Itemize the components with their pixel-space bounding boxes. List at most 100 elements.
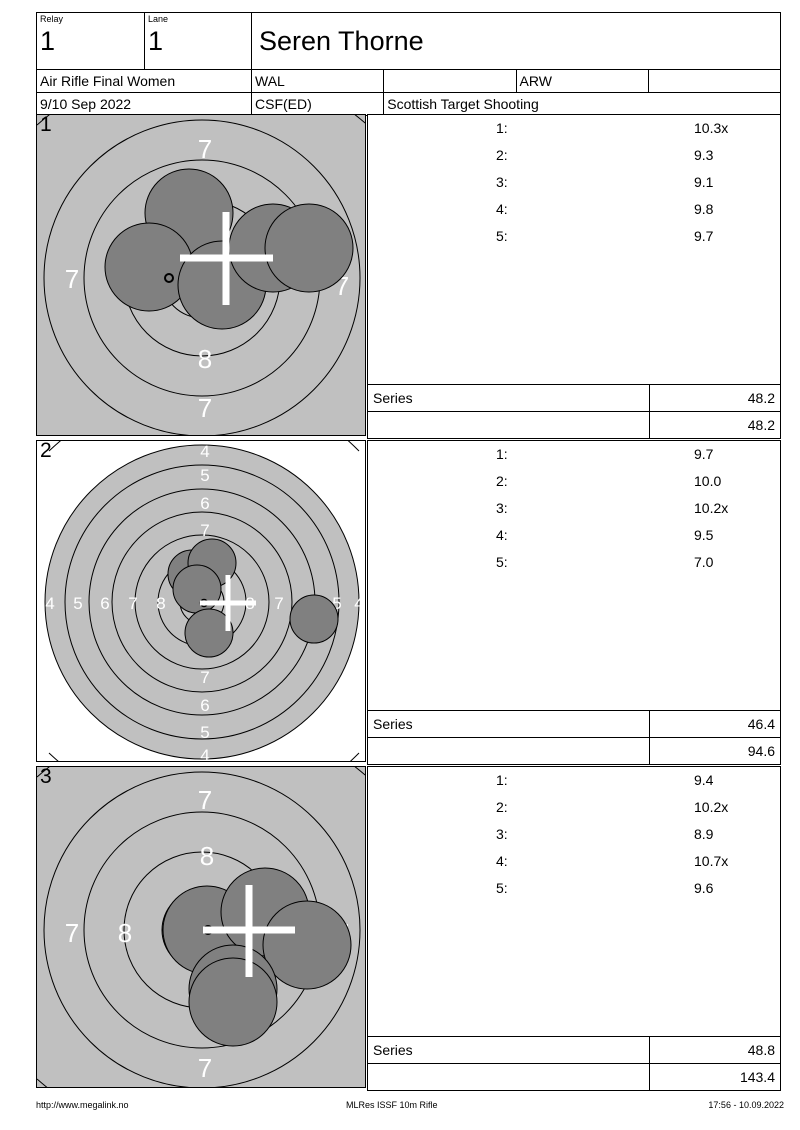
ring-label: 4 xyxy=(45,594,54,613)
footer-timestamp: 17:56 - 10.09.2022 xyxy=(708,1100,784,1110)
date-cell: 9/10 Sep 2022 xyxy=(36,92,252,116)
shot-list-2: 1: 9.7 2: 10.0 xyxy=(368,441,800,576)
target-index-1: 1 xyxy=(40,114,52,136)
target-pane-1[interactable]: 7 7 8 7 7 xyxy=(36,114,366,436)
ring-label: 6 xyxy=(200,494,209,513)
shot-row[interactable]: 5: 7.0 xyxy=(368,549,800,576)
ring-label: 7 xyxy=(198,1053,212,1083)
target-face-1: 7 7 8 7 7 xyxy=(37,115,365,435)
shot-value: 10.2x xyxy=(694,500,729,516)
ring-label: 8 xyxy=(200,841,214,871)
nation-cell: WAL xyxy=(250,69,385,93)
shot-number: 2: xyxy=(496,799,508,815)
shot-list-3: 1: 9.4 2: 10.2x xyxy=(368,767,800,902)
ring-label: 6 xyxy=(200,696,209,715)
shot-value: 10.0 xyxy=(694,473,722,489)
target-pane-2[interactable]: 4 5 6 7 7 6 5 4 4 5 6 7 8 8 7 5 4 xyxy=(36,440,366,762)
shot-number: 1: xyxy=(496,772,508,788)
shot-value: 7.0 xyxy=(694,554,714,570)
cumulative-total-value: 94.6 xyxy=(649,737,781,765)
target-index-2: 2 xyxy=(40,440,52,462)
group-center-crosshair xyxy=(203,885,295,977)
shot-number: 1: xyxy=(496,446,508,462)
ring-label: 4 xyxy=(200,746,209,762)
ring-label: 7 xyxy=(200,521,209,540)
series-label: Series xyxy=(367,710,650,738)
ring-label: 7 xyxy=(65,264,79,294)
shot-number: 3: xyxy=(496,826,508,842)
ring-label: 5 xyxy=(200,466,209,485)
shot-holes xyxy=(162,867,352,1047)
athlete-name-cell: Seren Thorne xyxy=(251,12,781,70)
footer-url[interactable]: http://www.megalink.no xyxy=(36,1100,129,1110)
series-totals-2: Series 46.4 94.6 xyxy=(367,710,781,765)
ring-label: 7 xyxy=(200,668,209,687)
relay-label: Relay xyxy=(40,14,64,24)
lane-label: Lane xyxy=(148,14,169,24)
cumulative-label xyxy=(367,737,650,765)
shot-value: 9.7 xyxy=(694,446,714,462)
shot-row[interactable]: 1: 9.4 xyxy=(368,767,800,794)
ring-label: 5 xyxy=(73,594,82,613)
ring-label: 8 xyxy=(198,344,212,374)
shot-value: 10.2x xyxy=(694,799,729,815)
ring-label: 7 xyxy=(128,594,137,613)
series-total-value: 48.2 xyxy=(649,384,781,412)
shot-row[interactable]: 5: 9.6 xyxy=(368,875,800,902)
shot-row[interactable]: 3: 10.2x xyxy=(368,495,800,522)
shot-row[interactable]: 1: 10.3x xyxy=(368,115,800,142)
shot-value: 9.5 xyxy=(694,527,714,543)
shot-value: 9.7 xyxy=(694,228,714,244)
organizer-cell: Scottish Target Shooting xyxy=(383,92,781,116)
shot-number: 4: xyxy=(496,853,508,869)
cumulative-total-row: 94.6 xyxy=(367,737,781,765)
shot-value: 10.7x xyxy=(694,853,729,869)
shot-number: 1: xyxy=(496,120,508,136)
shot-number: 5: xyxy=(496,554,508,570)
ring-label: 8 xyxy=(118,918,132,948)
shot-holes xyxy=(104,168,354,330)
shot-row[interactable]: 2: 10.2x xyxy=(368,794,800,821)
shot-number: 5: xyxy=(496,228,508,244)
lane-cell: Lane 1 xyxy=(144,12,252,70)
category-cell: ARW xyxy=(515,69,649,93)
shot-row[interactable]: 1: 9.7 xyxy=(368,441,800,468)
ring-label: 4 xyxy=(200,442,209,461)
series-label: Series xyxy=(367,384,650,412)
ring-label: 5 xyxy=(200,723,209,742)
shot-number: 2: xyxy=(496,147,508,163)
athlete-name: Seren Thorne xyxy=(259,26,424,56)
shot-row[interactable]: 4: 9.8 xyxy=(368,196,800,223)
shot-row[interactable]: 4: 10.7x xyxy=(368,848,800,875)
series-total-row: Series 46.4 xyxy=(367,710,781,738)
shot-number: 5: xyxy=(496,880,508,896)
series-total-row: Series 48.8 xyxy=(367,1036,781,1064)
shot-row[interactable]: 2: 9.3 xyxy=(368,142,800,169)
shot-value: 9.8 xyxy=(694,201,714,217)
shot-value: 9.6 xyxy=(694,880,714,896)
ring-label: 7 xyxy=(274,594,283,613)
footer-software: MLRes ISSF 10m Rifle xyxy=(346,1100,438,1110)
shot-list-pane-2: 1: 9.7 2: 10.0 xyxy=(367,440,781,762)
blank-cell-b xyxy=(647,69,782,93)
series-total-value: 48.8 xyxy=(649,1036,781,1064)
shot-row[interactable]: 2: 10.0 xyxy=(368,468,800,495)
group-center-crosshair xyxy=(180,212,273,305)
event-cell: Air Rifle Final Women xyxy=(36,69,252,93)
series-totals-1: Series 48.2 48.2 xyxy=(367,384,781,439)
relay-value: 1 xyxy=(40,26,56,56)
series-totals-3: Series 48.8 143.4 xyxy=(367,1036,781,1091)
shot-number: 3: xyxy=(496,174,508,190)
target-pane-3[interactable]: 7 8 7 8 7 7 xyxy=(36,766,366,1088)
cumulative-label xyxy=(367,1063,650,1091)
shot-row[interactable]: 3: 8.9 xyxy=(368,821,800,848)
shot-value: 9.4 xyxy=(694,772,714,788)
cumulative-total-value: 48.2 xyxy=(649,411,781,439)
shot-row[interactable]: 4: 9.5 xyxy=(368,522,800,549)
blank-cell-a xyxy=(383,69,517,93)
shot-row[interactable]: 3: 9.1 xyxy=(368,169,800,196)
shot-row[interactable]: 5: 9.7 xyxy=(368,223,800,250)
shot-list-pane-1: 1: 10.3x 2: 9.3 xyxy=(367,114,781,436)
ring-label: 7 xyxy=(198,134,212,164)
target-face-3: 7 8 7 8 7 7 xyxy=(37,767,365,1087)
